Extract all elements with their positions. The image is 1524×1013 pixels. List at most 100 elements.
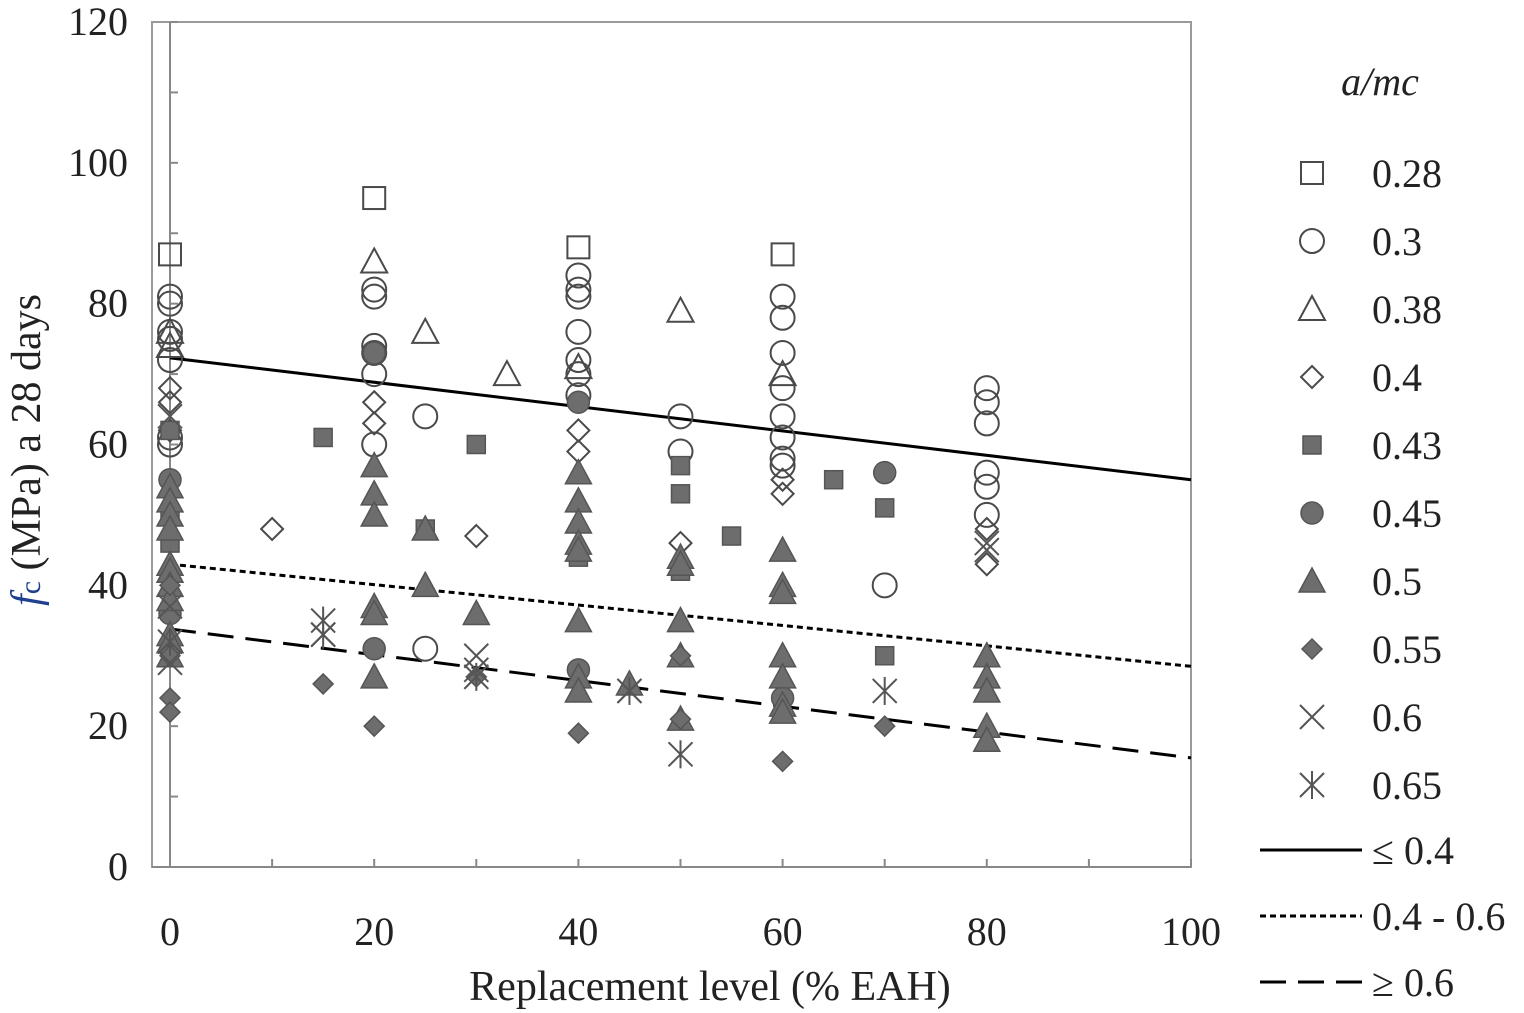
y-axis-title: fc (MPa) a 28 days [4, 294, 50, 606]
data-point [157, 627, 183, 656]
legend-line-label: ≥ 0.6 [1372, 960, 1454, 1005]
data-point [158, 574, 182, 597]
data-point [564, 676, 593, 703]
y-tick-label: 0 [108, 844, 128, 889]
legend-marker [1299, 704, 1325, 730]
legend-label: 0.38 [1372, 287, 1442, 332]
data-point [157, 283, 183, 310]
data-point [563, 351, 594, 380]
data-point [158, 644, 182, 667]
data-point [362, 341, 386, 365]
data-point [157, 650, 183, 676]
data-point [462, 598, 491, 626]
data-point [769, 445, 796, 472]
data-point [667, 403, 694, 430]
axes: 0 20 40 60 80 100 120 0 20 40 60 80 100 [68, 0, 1221, 954]
data-point [973, 375, 1000, 402]
legend-marker [1300, 637, 1324, 661]
data-point [155, 514, 185, 541]
data-point [410, 514, 440, 541]
x-tick-label: 100 [1161, 909, 1221, 954]
x-tick-label: 20 [354, 909, 394, 954]
y-tick-label: 60 [88, 422, 128, 467]
data-point [973, 410, 1000, 437]
data-point [973, 459, 1000, 486]
legend-label: 0.43 [1372, 423, 1442, 468]
data-point [155, 316, 185, 344]
legend-line-label: ≤ 0.4 [1372, 828, 1454, 873]
data-point [157, 375, 183, 401]
data-point [874, 498, 895, 518]
data-point [564, 458, 593, 485]
data-point [158, 701, 182, 724]
y-tick-label: 20 [88, 703, 128, 748]
data-point [157, 403, 183, 430]
x-axis-title: Replacement level (% EAH) [469, 964, 951, 1010]
legend-marker [1297, 293, 1327, 322]
data-point [567, 722, 590, 745]
data-point [769, 304, 796, 331]
data-point [359, 500, 389, 527]
data-point [770, 242, 795, 267]
data-point [665, 295, 696, 323]
data-point [158, 242, 182, 267]
data-point [155, 330, 185, 358]
series-0.43 [160, 420, 895, 666]
data-point [362, 636, 386, 661]
data-markers [155, 186, 1002, 773]
legend-marker [1302, 435, 1322, 455]
data-point [670, 455, 691, 476]
data-point [767, 358, 798, 387]
data-point [410, 316, 440, 344]
data-point [769, 339, 796, 366]
data-point [363, 715, 386, 738]
data-point [670, 484, 691, 504]
legend-label: 0.3 [1372, 219, 1422, 264]
series-0.38 [155, 246, 798, 387]
data-point [973, 473, 1000, 500]
legend-marker [1299, 771, 1325, 799]
data-point [359, 246, 389, 274]
data-point [412, 403, 439, 430]
data-point [721, 526, 742, 546]
series-0.28 [158, 186, 795, 267]
data-point [769, 283, 796, 310]
series-0.5 [155, 451, 1002, 753]
legend: a/mc 0.28 0.3 0.38 0.4 0.43 0.45 0.5 0.55 0.6 0.6… [1260, 59, 1505, 1005]
series-0.65 [157, 606, 898, 769]
data-point [768, 697, 797, 724]
data-point [974, 551, 1000, 577]
data-point [463, 643, 490, 669]
data-point [157, 347, 183, 373]
data-point [565, 418, 591, 443]
data-point [155, 584, 185, 612]
legend-label: 0.55 [1372, 627, 1442, 672]
legend-label: 0.4 [1372, 355, 1422, 400]
data-point [359, 662, 389, 689]
data-point [769, 375, 796, 402]
legend-marker [1300, 161, 1324, 185]
data-point [463, 662, 490, 691]
data-point [566, 235, 591, 260]
data-point [565, 318, 592, 345]
data-point [973, 501, 1000, 528]
data-point [872, 460, 897, 485]
data-point [466, 434, 487, 455]
x-tick-label: 60 [763, 909, 803, 954]
data-point [564, 605, 593, 633]
data-point [771, 750, 794, 773]
legend-label: 0.45 [1372, 491, 1442, 536]
data-point [259, 516, 285, 542]
data-point [565, 283, 592, 310]
data-point [157, 325, 183, 352]
legend-marker [1297, 566, 1327, 593]
data-point [566, 390, 591, 414]
data-point [157, 290, 183, 317]
data-point [770, 467, 796, 493]
data-point [768, 577, 797, 605]
legend-marker [1300, 501, 1324, 525]
data-point [874, 646, 895, 666]
data-point [669, 708, 692, 731]
data-point [972, 725, 1002, 753]
